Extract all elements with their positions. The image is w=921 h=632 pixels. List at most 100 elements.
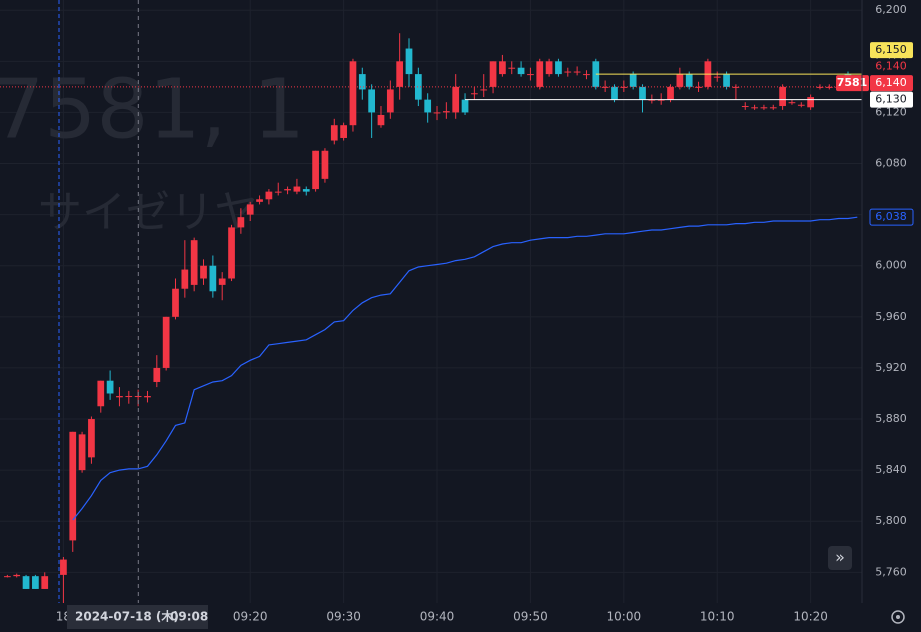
crosshair-date: 2024-07-18 (木) (75, 609, 179, 624)
candle-body (312, 150, 319, 190)
candle-body (78, 434, 86, 471)
y-tick-label: 5,920 (875, 361, 907, 374)
candle-body (564, 71, 572, 73)
x-tick-label: 10:00 (607, 610, 642, 624)
candle-body (489, 61, 497, 87)
x-tick-label: 10:20 (793, 610, 828, 624)
candle-body (807, 97, 814, 108)
crosshair-label-box (67, 605, 208, 629)
candle-body (368, 89, 376, 113)
candle-body (162, 316, 170, 368)
candle-body (181, 269, 189, 289)
y-tick-label: 5,880 (875, 412, 907, 425)
overlay: 5,7605,8005,8405,8805,9205,9606,0006,040… (0, 3, 914, 624)
candle-body (4, 576, 11, 578)
candle-body (797, 104, 805, 106)
candle-body (461, 99, 469, 113)
candle-body (106, 380, 114, 394)
y-tick-label: 5,840 (875, 463, 907, 476)
price-label: 6,130 (875, 93, 907, 106)
candle-body (265, 191, 273, 200)
watermark-name: サイゼリヤ (38, 187, 258, 238)
candle-body (218, 278, 226, 285)
candle-body (190, 240, 198, 285)
candle-body (480, 89, 488, 91)
candle-body (321, 150, 329, 179)
candle-body (22, 576, 30, 589)
price-label-box (870, 42, 913, 59)
candle-body (741, 106, 749, 108)
candle-body (639, 86, 646, 100)
settings-button[interactable] (891, 610, 905, 624)
vwap-line (72, 216, 858, 521)
candle-body (723, 74, 730, 87)
x-tick-label: 09:20 (233, 610, 268, 624)
vwap-label-box (869, 208, 914, 226)
candle-body (172, 288, 179, 317)
candle-body (555, 61, 562, 75)
candle-body (667, 86, 674, 100)
candle-body (144, 396, 151, 398)
candle-body (788, 102, 796, 104)
candle-body (676, 74, 684, 87)
crosshair-time: 09:08 (170, 610, 208, 624)
candle-body (32, 576, 39, 589)
x-tick-label: 10:10 (700, 610, 735, 624)
candle-body (825, 86, 833, 88)
x-tick-label: 09:40 (420, 610, 455, 624)
candle-body (583, 74, 590, 76)
candle-body (41, 576, 49, 589)
candle-body (396, 61, 404, 87)
price-label-box (870, 91, 913, 108)
candle-body (779, 86, 786, 107)
symbol-box (836, 75, 869, 92)
crosshair: 2024-07-18 (木) 09:08 (67, 0, 208, 629)
x-tick-label: 09:30 (326, 610, 361, 624)
symbol-label: 7581 (837, 76, 868, 89)
candle-body (302, 189, 310, 192)
scroll-button[interactable] (828, 546, 852, 570)
scroll-icon: » (835, 548, 845, 567)
y-tick-label: 6,000 (875, 259, 907, 272)
candle-body (256, 199, 263, 202)
candle-body (246, 204, 254, 215)
candle-body (125, 396, 133, 398)
candle-body (629, 74, 637, 87)
candle-body (713, 76, 721, 78)
candle-body (274, 191, 282, 193)
candle-body (620, 86, 628, 88)
candle-body (88, 419, 95, 458)
x-tick-label: 09:50 (513, 610, 548, 624)
price-label-box (870, 75, 913, 92)
candle-body (433, 112, 441, 114)
candle-body (424, 99, 432, 113)
candle-body (377, 114, 385, 126)
candle-body (349, 61, 357, 126)
candle-body (536, 61, 544, 87)
y-tick-label: 6,080 (875, 157, 907, 170)
candle-body (153, 367, 161, 382)
candle-body (340, 125, 347, 138)
candle-body (601, 86, 609, 88)
candle-body (284, 189, 291, 191)
candle-body (442, 111, 450, 113)
candle-body (760, 107, 768, 109)
candle-body (116, 396, 123, 398)
candle-body (452, 86, 460, 113)
price-label: 6,140 (875, 60, 907, 73)
candle-body (228, 227, 235, 279)
candle-body (545, 61, 553, 75)
candle-body (386, 89, 394, 113)
candle-body (685, 74, 693, 87)
candle-body (527, 74, 534, 76)
price-label: 6,150 (875, 43, 907, 56)
candle-body (358, 74, 366, 90)
candle-body (293, 186, 301, 192)
candle-body (97, 380, 105, 407)
candle-body (414, 74, 422, 100)
candle-body (517, 67, 525, 75)
candle-body (330, 125, 338, 141)
vwap-label: 6,038 (875, 210, 907, 223)
